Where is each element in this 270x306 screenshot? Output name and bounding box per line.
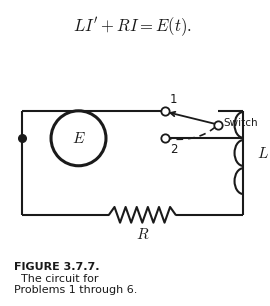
Text: Switch: Switch [224, 118, 258, 128]
Text: The circuit for
Problems 1 through 6.: The circuit for Problems 1 through 6. [14, 274, 137, 295]
Text: $LI^{\prime} + RI = E(t).$: $LI^{\prime} + RI = E(t).$ [73, 15, 192, 38]
Text: $L$: $L$ [257, 145, 269, 161]
Text: FIGURE 3.7.7.: FIGURE 3.7.7. [14, 262, 99, 272]
Text: 2: 2 [170, 143, 177, 156]
Text: 1: 1 [170, 93, 177, 106]
Text: $E$: $E$ [72, 131, 85, 146]
Text: $R$: $R$ [136, 227, 149, 242]
